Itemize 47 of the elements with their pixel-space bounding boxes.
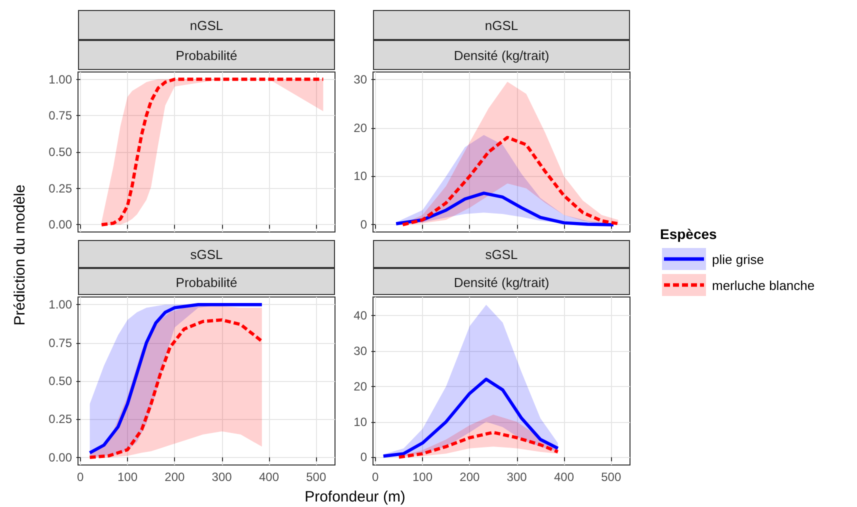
chart-subtitle: Probabilité — [78, 268, 335, 295]
x-tick-label: 500 — [306, 470, 326, 484]
line-series — [394, 192, 616, 226]
y-tick-label: 10 — [354, 169, 368, 184]
y-tick-label: 0 — [360, 450, 368, 464]
x-tick-label: 0 — [372, 470, 380, 484]
y-tick-label: 1.00 — [48, 72, 72, 86]
y-tick-label: 0.25 — [48, 412, 72, 426]
y-tick-label: 10 — [354, 414, 368, 429]
legend-title: Espèces — [660, 226, 718, 242]
x-tick-label: 500 — [601, 470, 622, 484]
legend-label: plie grise — [712, 252, 764, 266]
y-tick-label: 0.50 — [48, 374, 72, 388]
x-tick-label: 200 — [164, 470, 185, 484]
y-tick-label: 0.75 — [48, 108, 72, 123]
chart-title: nGSL — [78, 10, 335, 40]
y-tick-label: 30 — [354, 344, 368, 358]
x-tick-label: 400 — [258, 470, 280, 484]
chart-title: sGSL — [373, 240, 630, 268]
x-tick-label: 200 — [460, 470, 480, 484]
y-axis-title: Prédiction du modèle — [12, 184, 28, 326]
y-tick-label: 1.00 — [48, 298, 72, 312]
chart-title: sGSL — [78, 240, 335, 268]
y-tick-label: 0 — [360, 218, 368, 232]
y-tick-label: 40 — [354, 308, 368, 322]
x-tick-label: 300 — [212, 470, 232, 484]
legend-label: merluche blanche — [712, 278, 815, 292]
y-tick-label: 0.00 — [48, 218, 72, 232]
x-axis-title: Profondeur (m) — [304, 488, 406, 506]
y-tick-label: 20 — [354, 379, 368, 394]
line-series — [397, 430, 560, 459]
x-tick-label: 0 — [77, 470, 84, 484]
x-tick-label: 400 — [554, 470, 574, 484]
y-tick-label: 20 — [354, 120, 368, 135]
chart-subtitle: Densité (kg/trait) — [373, 40, 630, 70]
x-tick-label: 100 — [118, 470, 138, 484]
line-series — [382, 378, 560, 458]
chart-title: nGSL — [373, 10, 630, 40]
y-tick-label: 0.00 — [48, 450, 72, 464]
y-tick-label: 30 — [354, 72, 368, 86]
chart-subtitle: Probabilité — [78, 40, 335, 70]
y-tick-label: 0.75 — [48, 336, 72, 350]
y-tick-label: 0.50 — [48, 145, 72, 159]
x-tick-label: 300 — [506, 470, 528, 484]
x-tick-label: 100 — [412, 470, 433, 484]
chart-subtitle: Densité (kg/trait) — [373, 268, 630, 295]
y-tick-label: 0.25 — [48, 181, 72, 196]
